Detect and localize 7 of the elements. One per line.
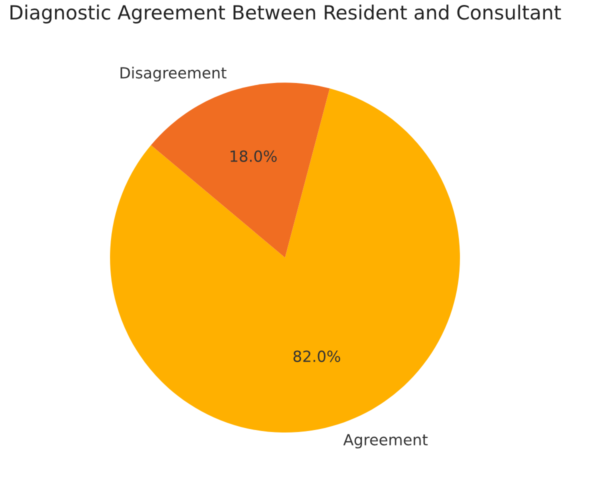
slice-label: Agreement	[343, 434, 428, 448]
data-label: 82.0%	[294, 350, 340, 362]
chart-title: Diagnostic Agreement Between Resident and Consultant	[10, 4, 561, 24]
slice-label: Disagreement	[120, 66, 226, 82]
pie-slice	[110, 88, 460, 433]
pie-slice	[150, 82, 330, 258]
data-label: 18.0%	[230, 150, 277, 162]
